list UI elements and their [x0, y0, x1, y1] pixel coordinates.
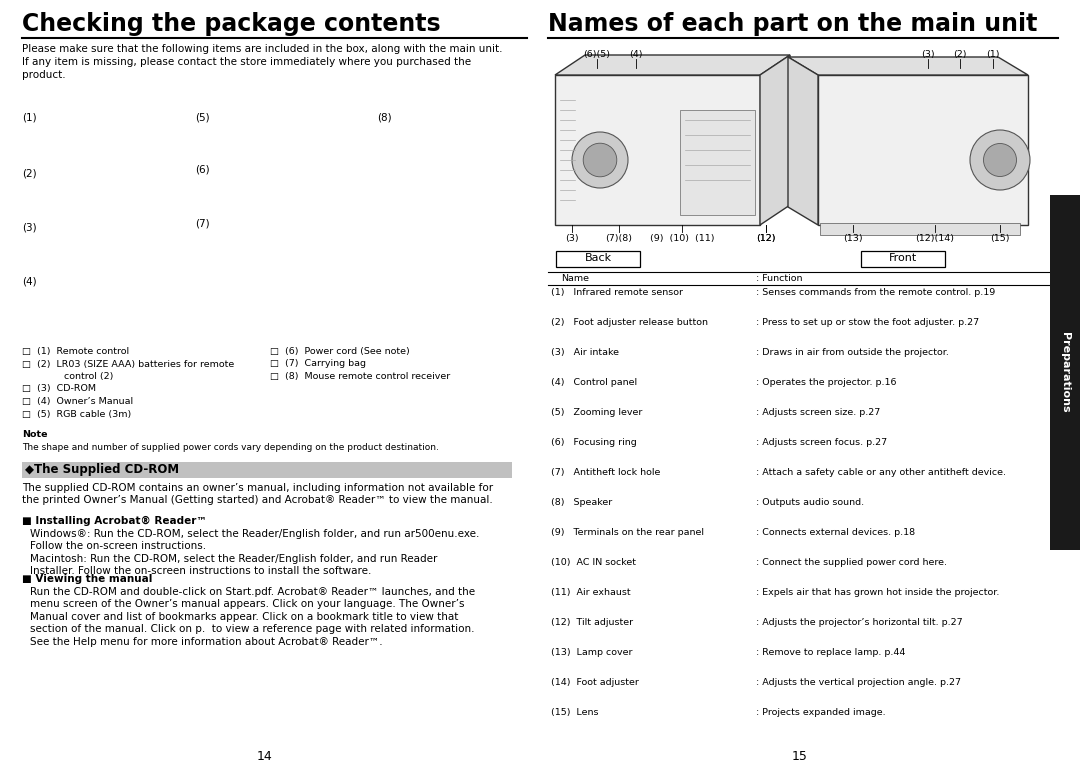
Text: (13): (13) [843, 234, 863, 243]
Text: (6)   Focusing ring: (6) Focusing ring [551, 438, 637, 447]
Bar [1050, 195, 1080, 550]
Text: Note: Note [22, 430, 48, 439]
Text: Please make sure that the following items are included in the box, along with th: Please make sure that the following item… [22, 44, 502, 79]
Text: Names of each part on the main unit: Names of each part on the main unit [548, 12, 1038, 36]
Text: The shape and number of supplied power cords vary depending on the product desti: The shape and number of supplied power c… [22, 443, 438, 452]
Text: (2): (2) [954, 50, 967, 59]
Text: (15): (15) [990, 234, 1010, 243]
Text: Checking the package contents: Checking the package contents [22, 12, 441, 36]
Text: (10)  AC IN socket: (10) AC IN socket [551, 558, 636, 567]
Text: (9)  (10)  (11): (9) (10) (11) [650, 234, 714, 243]
Text: (2)   Foot adjuster release button: (2) Foot adjuster release button [551, 318, 708, 327]
Bar [680, 110, 755, 215]
Text: (5)   Zooming lever: (5) Zooming lever [551, 408, 643, 417]
Text: □  (6)  Power cord (See note): □ (6) Power cord (See note) [270, 347, 409, 356]
Text: (3): (3) [921, 50, 935, 59]
Text: control (2): control (2) [22, 372, 113, 381]
Text: (7)   Antitheft lock hole: (7) Antitheft lock hole [551, 468, 660, 477]
Text: (3): (3) [22, 222, 37, 232]
Text: : Connect the supplied power cord here.: : Connect the supplied power cord here. [756, 558, 947, 567]
Polygon shape [788, 57, 1028, 75]
Text: □  (8)  Mouse remote control receiver: □ (8) Mouse remote control receiver [270, 372, 450, 381]
Text: (4): (4) [630, 50, 643, 59]
Text: □  (2)  LR03 (SIZE AAA) batteries for remote: □ (2) LR03 (SIZE AAA) batteries for remo… [22, 359, 234, 369]
FancyBboxPatch shape [861, 251, 945, 267]
Text: The supplied CD-ROM contains an owner’s manual, including information not availa: The supplied CD-ROM contains an owner’s … [22, 483, 494, 505]
Text: □  (5)  RGB cable (3m): □ (5) RGB cable (3m) [22, 410, 132, 418]
Text: (9)   Terminals on the rear panel: (9) Terminals on the rear panel [551, 528, 704, 537]
Text: ■ Viewing the manual: ■ Viewing the manual [22, 574, 152, 584]
Text: Name: Name [561, 274, 589, 283]
Text: : Attach a safety cable or any other antitheft device.: : Attach a safety cable or any other ant… [756, 468, 1005, 477]
Text: ■ Installing Acrobat® Reader™: ■ Installing Acrobat® Reader™ [22, 516, 206, 526]
Polygon shape [555, 75, 760, 225]
Text: : Adjusts screen focus. p.27: : Adjusts screen focus. p.27 [756, 438, 887, 447]
Text: Preparations: Preparations [1059, 332, 1070, 413]
Circle shape [984, 143, 1016, 176]
Text: (12)(14): (12)(14) [916, 234, 955, 243]
Text: (15)  Lens: (15) Lens [551, 708, 598, 717]
FancyBboxPatch shape [556, 251, 640, 267]
Polygon shape [555, 55, 789, 75]
Text: (12)  Tilt adjuster: (12) Tilt adjuster [551, 618, 633, 627]
Bar [820, 223, 1020, 235]
Text: (1): (1) [22, 112, 37, 122]
Text: (6)(5): (6)(5) [583, 50, 610, 59]
Text: : Outputs audio sound.: : Outputs audio sound. [756, 498, 864, 507]
Text: (4)   Control panel: (4) Control panel [551, 378, 637, 387]
Text: : Connects external devices. p.18: : Connects external devices. p.18 [756, 528, 915, 537]
Polygon shape [818, 75, 1028, 225]
Text: : Adjusts the vertical projection angle. p.27: : Adjusts the vertical projection angle.… [756, 678, 961, 687]
Text: Windows®: Run the CD-ROM, select the Reader/English folder, and run ar500enu.exe: Windows®: Run the CD-ROM, select the Rea… [30, 529, 480, 576]
Circle shape [970, 130, 1030, 190]
Text: Back: Back [584, 253, 611, 263]
Text: (12): (12) [756, 234, 775, 243]
Text: (6): (6) [195, 165, 210, 175]
Text: 14: 14 [257, 750, 273, 763]
Text: (12): (12) [756, 234, 775, 243]
Text: (5): (5) [195, 112, 210, 122]
Text: Front: Front [889, 253, 917, 263]
Polygon shape [760, 55, 789, 225]
Text: (1)   Infrared remote sensor: (1) Infrared remote sensor [551, 288, 683, 297]
Circle shape [572, 132, 627, 188]
Text: : Adjusts the projector’s horizontal tilt. p.27: : Adjusts the projector’s horizontal til… [756, 618, 962, 627]
Text: : Remove to replace lamp. p.44: : Remove to replace lamp. p.44 [756, 648, 905, 657]
Text: (8)   Speaker: (8) Speaker [551, 498, 612, 507]
Bar [22, 462, 512, 478]
Text: (13)  Lamp cover: (13) Lamp cover [551, 648, 633, 657]
Polygon shape [788, 57, 818, 225]
Text: : Adjusts screen size. p.27: : Adjusts screen size. p.27 [756, 408, 880, 417]
Text: (8): (8) [377, 112, 392, 122]
Text: Run the CD-ROM and double-click on Start.pdf. Acrobat® Reader™ launches, and the: Run the CD-ROM and double-click on Start… [30, 587, 475, 646]
Circle shape [583, 143, 617, 177]
Text: (4): (4) [22, 277, 37, 287]
Text: : Draws in air from outside the projector.: : Draws in air from outside the projecto… [756, 348, 949, 357]
Text: : Function: : Function [756, 274, 802, 283]
Text: (14)  Foot adjuster: (14) Foot adjuster [551, 678, 639, 687]
Text: (3): (3) [565, 234, 579, 243]
Text: : Projects expanded image.: : Projects expanded image. [756, 708, 886, 717]
Text: 15: 15 [792, 750, 808, 763]
Text: (7): (7) [195, 218, 210, 228]
Text: □  (4)  Owner’s Manual: □ (4) Owner’s Manual [22, 397, 133, 406]
Text: (3)   Air intake: (3) Air intake [551, 348, 619, 357]
Text: : Expels air that has grown hot inside the projector.: : Expels air that has grown hot inside t… [756, 588, 999, 597]
Text: (7)(8): (7)(8) [606, 234, 633, 243]
Text: □  (7)  Carrying bag: □ (7) Carrying bag [270, 359, 366, 369]
Text: ◆The Supplied CD-ROM: ◆The Supplied CD-ROM [25, 463, 179, 476]
Text: □  (3)  CD-ROM: □ (3) CD-ROM [22, 385, 96, 394]
Text: : Operates the projector. p.16: : Operates the projector. p.16 [756, 378, 896, 387]
Text: (1): (1) [986, 50, 1000, 59]
Text: : Press to set up or stow the foot adjuster. p.27: : Press to set up or stow the foot adjus… [756, 318, 980, 327]
Text: (2): (2) [22, 168, 37, 178]
Text: □  (1)  Remote control: □ (1) Remote control [22, 347, 130, 356]
Text: : Senses commands from the remote control. p.19: : Senses commands from the remote contro… [756, 288, 996, 297]
Text: (11)  Air exhaust: (11) Air exhaust [551, 588, 631, 597]
